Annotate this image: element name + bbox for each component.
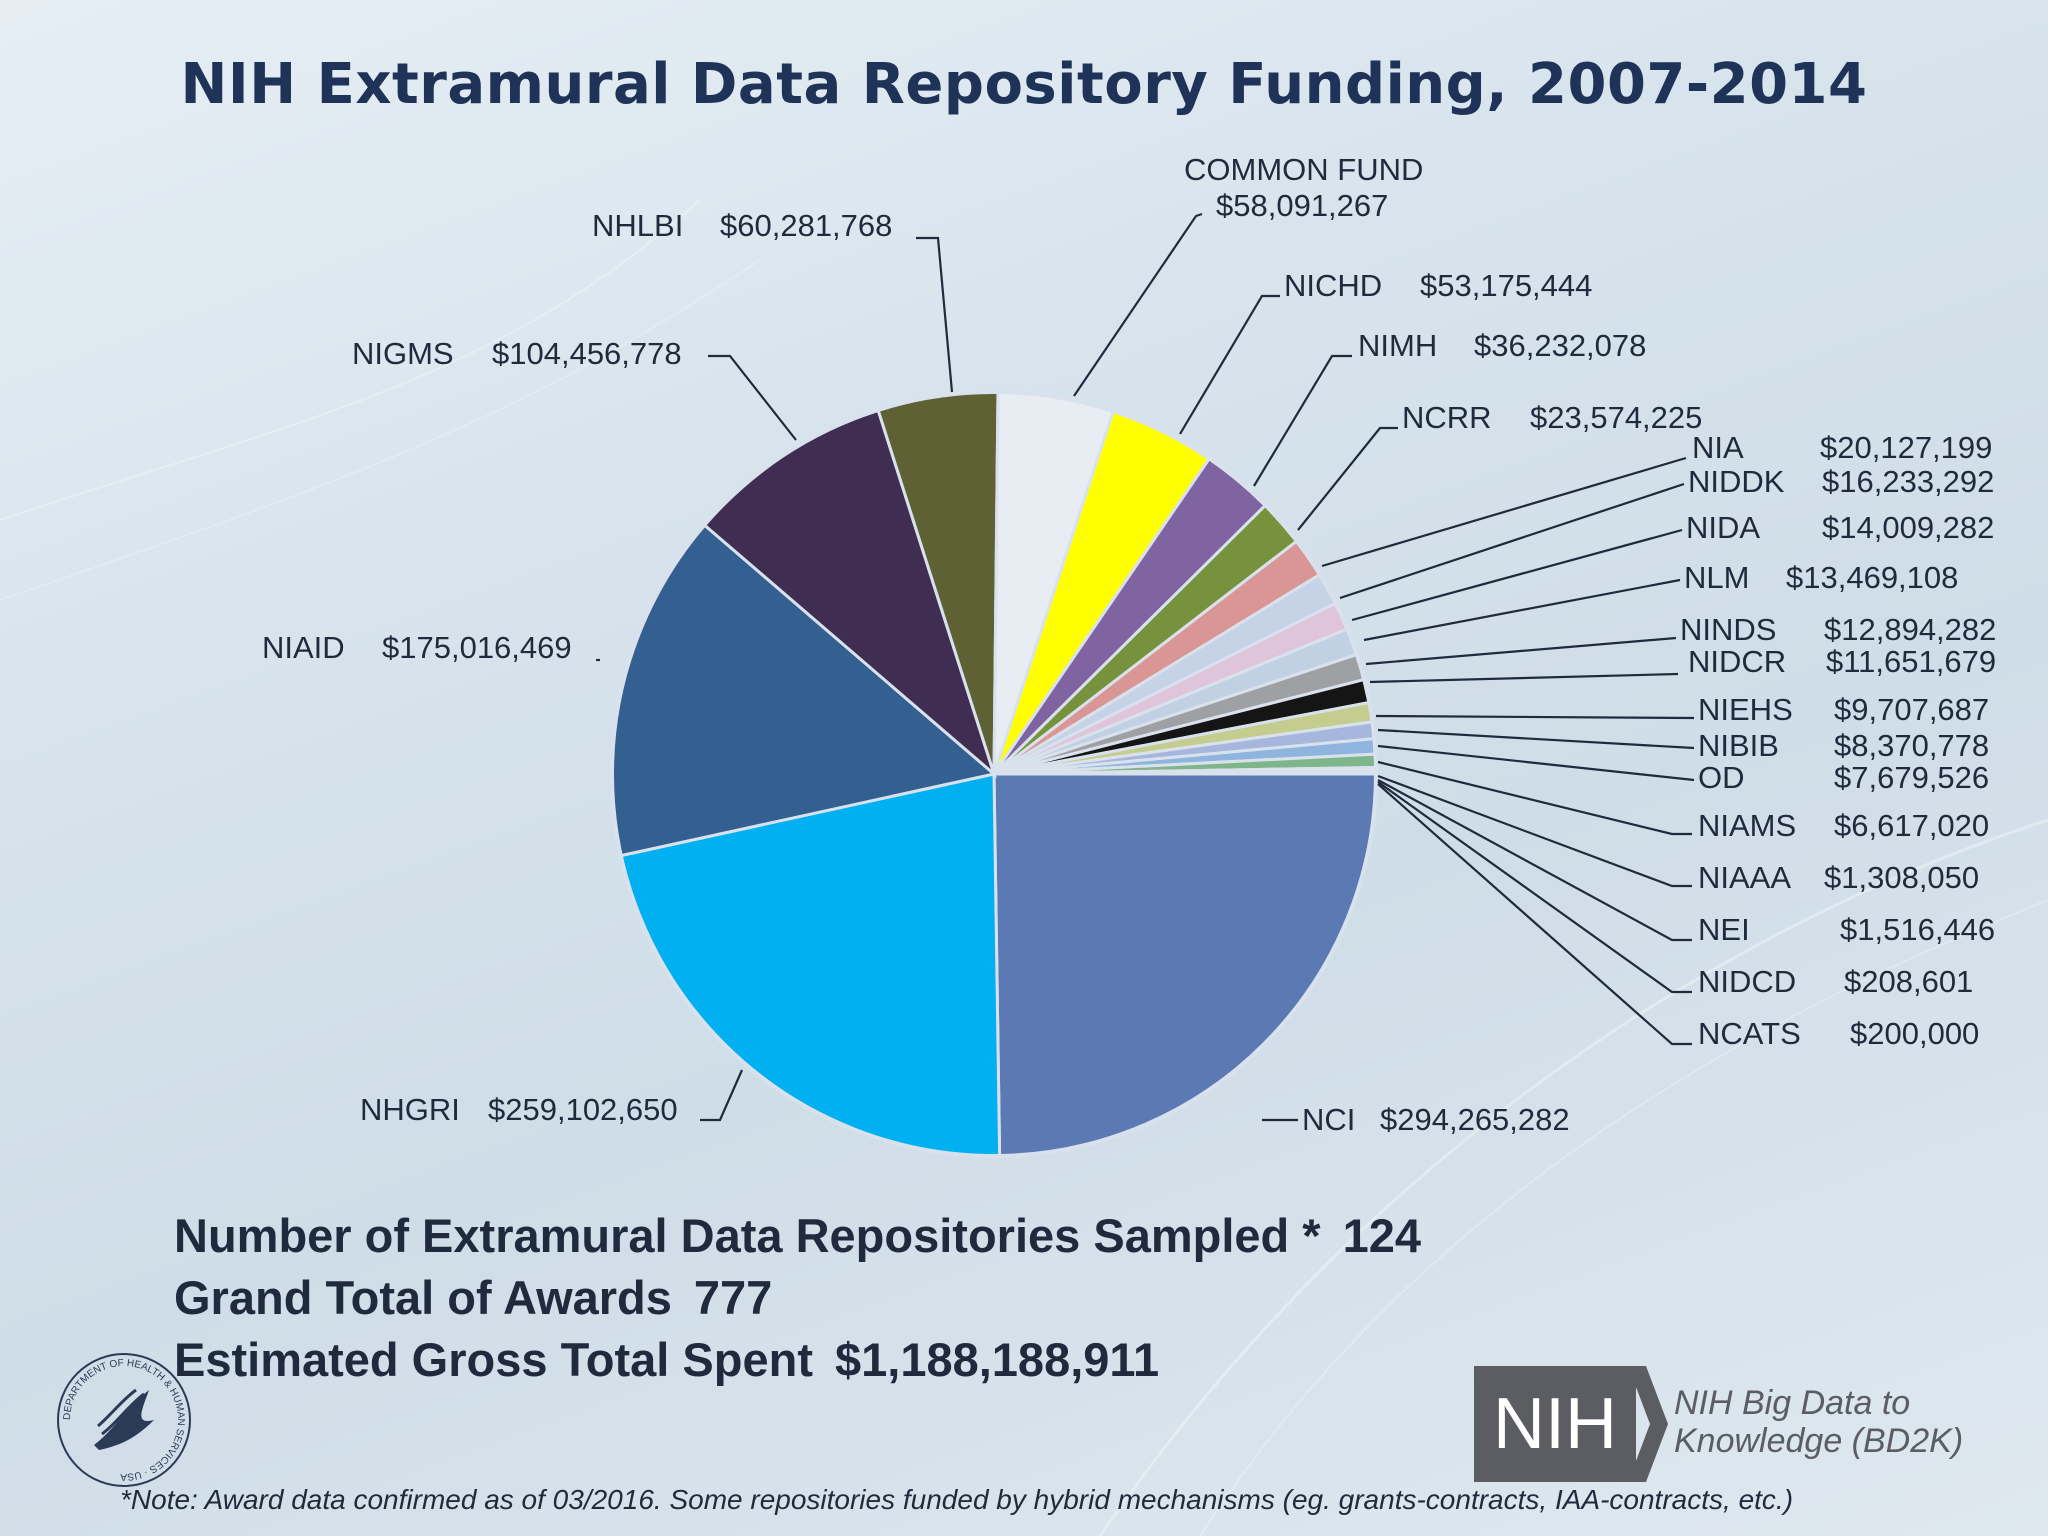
pie-slice-nci — [992, 772, 1378, 1158]
slice-value-ncrr: $23,574,225 — [1530, 400, 1702, 435]
bd2k-line-1: NIH Big Data to — [1674, 1384, 1911, 1422]
leader-line-ncrr — [1297, 426, 1398, 531]
leader-line-od — [1377, 744, 1695, 782]
slice-label-nlm: NLM — [1684, 560, 1749, 595]
slice-value-nei: $1,516,446 — [1840, 912, 1995, 947]
leader-line-nhlbi — [916, 236, 954, 393]
leader-line-niehs — [1375, 714, 1695, 720]
slice-label-niddk: NIDDK — [1688, 464, 1785, 499]
slice-value-niddk: $16,233,292 — [1822, 464, 1994, 499]
grand-total-awards-value: 777 — [693, 1271, 773, 1324]
slice-value-nhgri: $259,102,650 — [488, 1092, 678, 1127]
slice-label-nida: NIDA — [1686, 510, 1760, 545]
leader-line-nia — [1321, 456, 1687, 568]
slice-value-niaaa: $1,308,050 — [1824, 860, 1979, 895]
slice-value-nida: $14,009,282 — [1822, 510, 1994, 545]
leader-line-nei — [1377, 779, 1692, 942]
slice-value-niehs: $9,707,687 — [1834, 692, 1989, 727]
leader-line-niaaa — [1377, 774, 1692, 888]
leader-line-nidcd — [1377, 781, 1692, 994]
slice-label-nci: NCI — [1302, 1102, 1355, 1137]
slice-value-nidcd: $208,601 — [1844, 964, 1973, 999]
bd2k-line-2: Knowledge (BD2K) — [1674, 1422, 1964, 1460]
slice-value-nigms: $104,456,778 — [492, 336, 682, 371]
slice-value-nichd: $53,175,444 — [1420, 268, 1592, 303]
chart-title: NIH Extramural Data Repository Funding, … — [180, 52, 1868, 117]
slice-value-nibib: $8,370,778 — [1834, 728, 1989, 763]
slice-label-niehs: NIEHS — [1698, 692, 1793, 727]
slice-label-nimh: NIMH — [1358, 328, 1437, 363]
leader-line-nhgri — [700, 1069, 744, 1122]
slice-label-niaaa: NIAAA — [1698, 860, 1791, 895]
slice-value-nlm: $13,469,108 — [1786, 560, 1958, 595]
bd2k-wordmark: NIH Big Data to Knowledge (BD2K) — [1674, 1384, 2034, 1460]
leader-line-niddk — [1339, 482, 1685, 600]
slice-label-ninds: NINDS — [1680, 612, 1776, 647]
slice-label-nichd: NICHD — [1284, 268, 1382, 303]
slice-labels: NCI $294,265,282 NHGRI $259,102,650 NIAID $17… — [262, 152, 1996, 1137]
slice-label-nigms: NIGMS — [352, 336, 454, 371]
slice-label-nhlbi: NHLBI — [592, 208, 683, 243]
slice-label-niams: NIAMS — [1698, 808, 1796, 843]
slice-value-ninds: $12,894,282 — [1824, 612, 1996, 647]
grand-total-awards-label: Grand Total of Awards — [174, 1271, 672, 1324]
slice-label-nidcr: NIDCR — [1688, 644, 1786, 679]
slice-value-od: $7,679,526 — [1834, 760, 1989, 795]
leader-line-nibib — [1377, 728, 1695, 750]
repos-sampled-label: Number of Extramural Data Repositories S… — [174, 1209, 1321, 1262]
leader-line-niams — [1377, 760, 1692, 836]
slice-label-od: OD — [1698, 760, 1745, 795]
slice-label-niaid: NIAID — [262, 630, 345, 665]
slice-value-ncats: $200,000 — [1850, 1016, 1979, 1051]
leader-line-nlm — [1363, 578, 1681, 642]
slice-value-nimh: $36,232,078 — [1474, 328, 1646, 363]
leader-line-nidcr — [1369, 672, 1679, 684]
nih-logo-box: NIH — [1474, 1366, 1636, 1482]
leader-line-ninds — [1365, 636, 1677, 666]
slice-label-nidcd: NIDCD — [1698, 964, 1796, 999]
gross-total-spent-label: Estimated Gross Total Spent — [174, 1333, 813, 1386]
leader-lines — [596, 212, 1695, 1122]
slice-label-nei: NEI — [1698, 912, 1750, 947]
slice-label-nhgri: NHGRI — [360, 1092, 460, 1127]
slice-value-niams: $6,617,020 — [1834, 808, 1989, 843]
pie-slices — [610, 390, 1378, 1158]
repos-sampled-value: 124 — [1342, 1209, 1422, 1262]
slice-label-nibib: NIBIB — [1698, 728, 1779, 763]
slice-label-nia: NIA — [1692, 430, 1744, 465]
slice-label-ncrr: NCRR — [1402, 400, 1492, 435]
grand-total-awards-line: Grand Total of Awards 777 — [174, 1267, 1421, 1329]
gross-total-spent-value: $1,188,188,911 — [834, 1333, 1160, 1386]
leader-line-common-fund — [1073, 212, 1203, 397]
leader-line-nigms — [708, 354, 797, 441]
leader-line-ncats — [1377, 783, 1692, 1046]
hhs-eagle-seal-icon: DEPARTMENT OF HEALTH & HUMAN SERVICES · … — [57, 1353, 191, 1487]
slice-value-niaid: $175,016,469 — [382, 630, 572, 665]
repos-sampled-line: Number of Extramural Data Repositories S… — [174, 1205, 1421, 1267]
summary-stats: Number of Extramural Data Repositories S… — [174, 1205, 1421, 1391]
leader-line-nida — [1351, 528, 1683, 622]
gross-total-spent-line: Estimated Gross Total Spent $1,188,188,91… — [174, 1329, 1421, 1391]
footnote: *Note: Award data confirmed as of 03/201… — [120, 1484, 1794, 1515]
pie-outline — [610, 390, 1378, 1158]
slice-label-common-fund: COMMON FUND — [1184, 152, 1423, 187]
leader-line-nimh — [1253, 354, 1352, 487]
nih-chevron-icon — [1628, 1366, 1668, 1482]
slice-value-common-fund: $58,091,267 — [1216, 188, 1388, 223]
slice-label-ncats: NCATS — [1698, 1016, 1801, 1051]
leader-line-nichd — [1179, 294, 1280, 435]
slice-value-nci: $294,265,282 — [1380, 1102, 1570, 1137]
slice-value-nia: $20,127,199 — [1820, 430, 1992, 465]
slice-value-nidcr: $11,651,679 — [1826, 644, 1996, 679]
slice-value-nhlbi: $60,281,768 — [720, 208, 892, 243]
